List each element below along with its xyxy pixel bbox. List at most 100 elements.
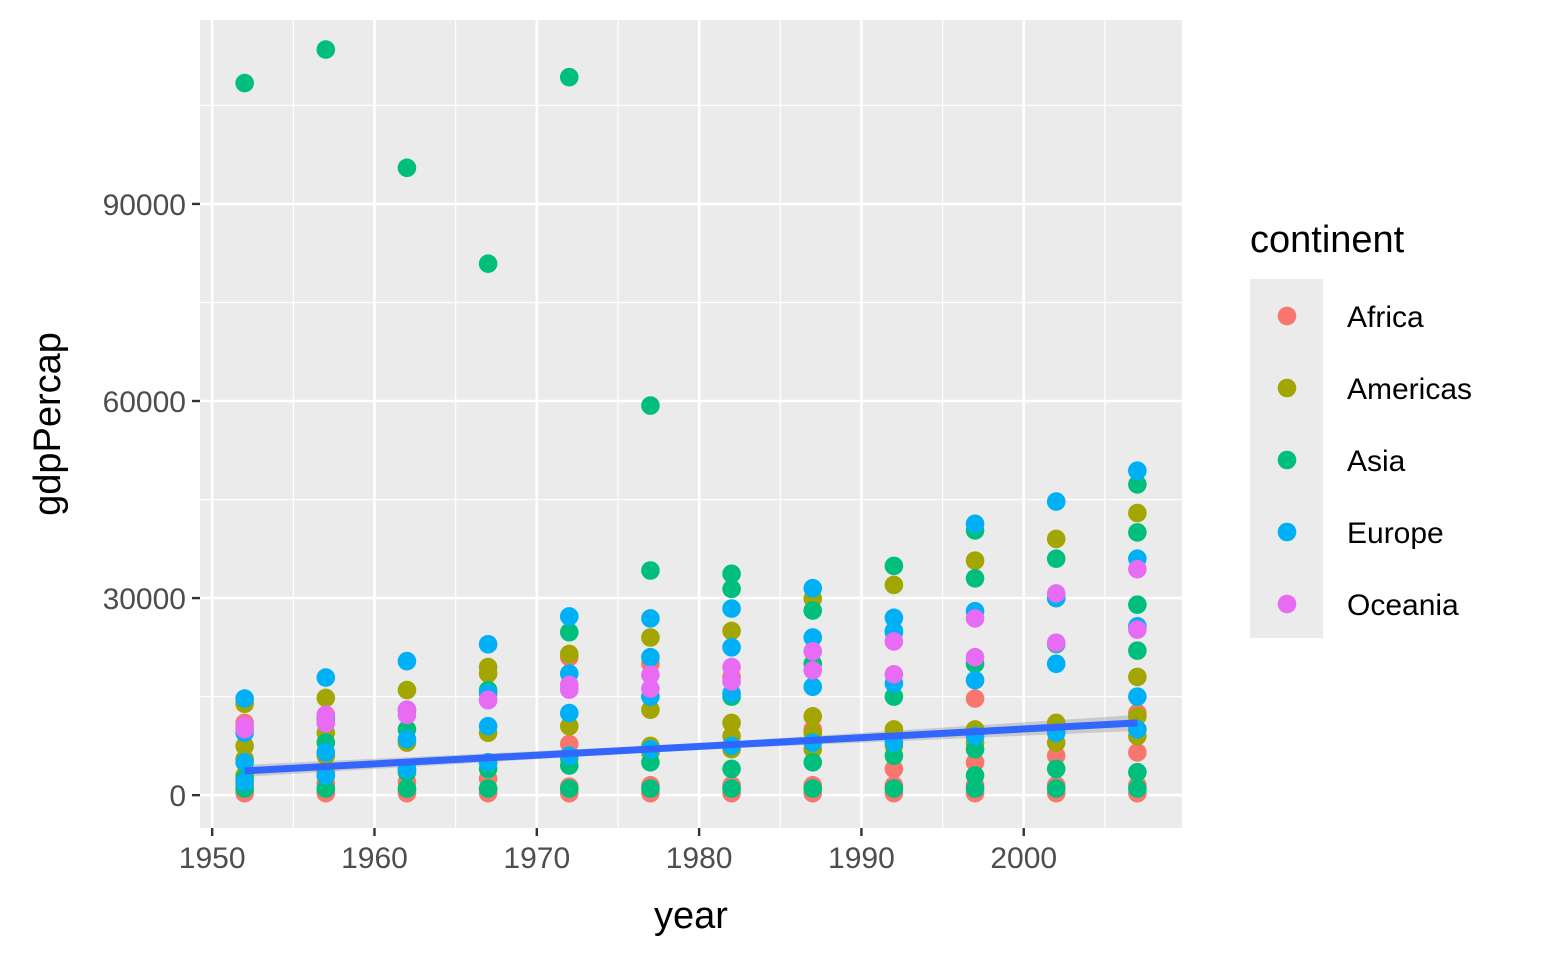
point-oceania [641, 665, 660, 685]
point-asia [1128, 641, 1147, 660]
y-tick-label: 30000 [103, 583, 186, 616]
panel-background [200, 20, 1182, 828]
point-africa [1128, 743, 1147, 762]
point-asia [1128, 523, 1147, 542]
y-tick-label: 60000 [103, 386, 186, 419]
legend-label-americas: Americas [1347, 373, 1472, 406]
point-asia [1046, 779, 1066, 798]
point-europe [722, 638, 741, 657]
point-americas [559, 644, 579, 664]
point-asia [641, 779, 660, 798]
point-asia [478, 779, 498, 798]
point-oceania [884, 664, 904, 684]
point-europe [641, 609, 660, 628]
point-asia [722, 759, 741, 779]
point-asia [884, 746, 904, 766]
legend-title: continent [1250, 219, 1405, 261]
point-europe [1046, 492, 1066, 511]
legend-key-oceania [1277, 594, 1297, 614]
point-americas [722, 713, 741, 733]
point-americas [316, 688, 336, 708]
point-europe [1128, 687, 1147, 706]
point-europe [235, 753, 254, 772]
x-tick-label: 1970 [503, 842, 570, 875]
point-americas [397, 680, 417, 700]
point-oceania [316, 705, 336, 724]
point-asia [1128, 475, 1147, 494]
point-americas [1128, 503, 1147, 523]
point-europe [884, 608, 904, 628]
legend-key-americas [1277, 378, 1297, 398]
x-tick-label: 1980 [666, 842, 733, 875]
point-asia [965, 779, 985, 798]
point-europe [965, 670, 985, 690]
point-asia [722, 779, 741, 798]
y-tick-label: 0 [169, 780, 186, 813]
legend-label-africa: Africa [1347, 301, 1424, 334]
point-africa [884, 759, 904, 779]
point-asia [803, 601, 823, 620]
point-europe [965, 514, 985, 534]
point-europe [803, 578, 823, 598]
point-asia [884, 556, 904, 576]
point-americas [722, 621, 741, 641]
legend-label-oceania: Oceania [1347, 589, 1459, 622]
trend-line [244, 719, 1138, 775]
point-oceania [803, 641, 823, 661]
legend-label-europe: Europe [1347, 517, 1444, 550]
point-africa [965, 753, 985, 772]
point-europe [235, 772, 254, 792]
point-asia [559, 779, 579, 798]
point-asia [884, 687, 904, 706]
point-europe [235, 689, 254, 708]
axes: 1950 1960 1970 1980 1990 2000 0 30000 60000 90000 [103, 189, 1058, 875]
x-tick-label: 1950 [179, 842, 246, 875]
point-asia [316, 779, 336, 798]
point-africa [1046, 746, 1066, 766]
point-americas [803, 707, 823, 726]
point-oceania [478, 690, 498, 710]
point-asia [1046, 549, 1066, 568]
legend-key-africa [1277, 306, 1297, 326]
point-europe [397, 651, 417, 671]
point-asia [641, 753, 660, 772]
point-oceania [884, 632, 904, 651]
point-asia [397, 158, 417, 178]
point-asia [316, 40, 336, 59]
legend-items: Africa Americas Asia Europe Oceania [1277, 301, 1472, 622]
point-americas [235, 736, 254, 756]
point-europe [1046, 654, 1066, 674]
point-americas [965, 551, 985, 570]
point-oceania [559, 675, 579, 695]
point-asia [965, 569, 985, 588]
point-asia [478, 254, 498, 274]
point-asia [235, 73, 254, 93]
legend-key-europe [1277, 522, 1297, 542]
point-oceania [1128, 620, 1147, 639]
point-asia [884, 779, 904, 798]
x-tick-label: 1990 [828, 842, 895, 875]
point-europe [722, 599, 741, 618]
point-oceania [965, 609, 985, 628]
point-asia [803, 779, 823, 798]
point-asia [397, 779, 417, 798]
point-oceania [641, 679, 660, 699]
point-oceania [965, 647, 985, 667]
x-axis-title: year [654, 895, 728, 937]
point-americas [1128, 667, 1147, 687]
point-asia [641, 561, 660, 580]
x-tick-label: 2000 [990, 842, 1057, 875]
point-europe [1128, 461, 1147, 480]
point-asia [641, 396, 660, 415]
point-asia [1128, 779, 1147, 798]
y-tick-label: 90000 [103, 189, 186, 222]
point-asia [1128, 595, 1147, 614]
point-europe [803, 677, 823, 697]
point-asia [559, 622, 579, 642]
point-europe [559, 607, 579, 626]
point-asia [965, 739, 985, 759]
point-europe [316, 766, 336, 785]
point-europe [641, 647, 660, 667]
point-americas [478, 664, 498, 683]
